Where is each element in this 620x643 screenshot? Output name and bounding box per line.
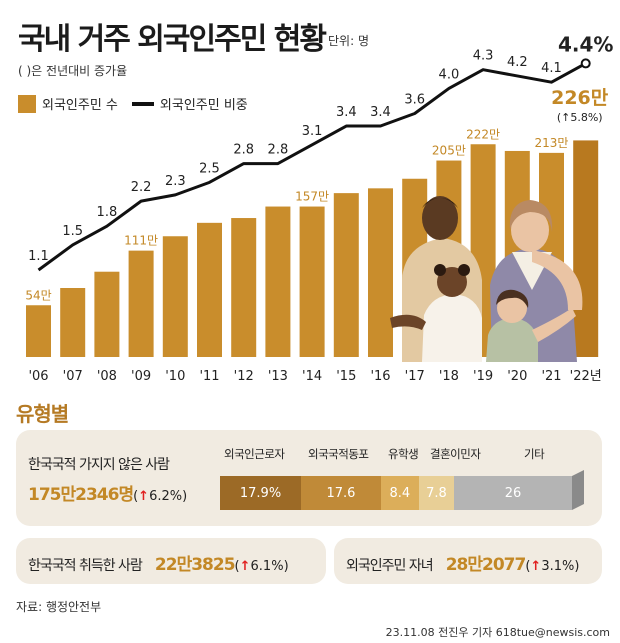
- bar-8: [299, 206, 325, 357]
- x-tick-label: '19: [473, 369, 493, 384]
- line-end-point: [580, 58, 591, 69]
- bar-0: [26, 305, 51, 357]
- bar-7: [265, 206, 291, 357]
- non-citizen-value-row: 175만2346명(↑6.2%): [28, 480, 187, 505]
- non-citizen-label: 한국국적 가지지 않은 사람: [28, 457, 170, 473]
- combo-chart: '06 54만 '07 '08 '09 111만 '10 '11 '12 '13 '14 157만 '1…: [25, 32, 613, 384]
- line-value-label: 4.0: [439, 67, 460, 82]
- line-value-label: 3.1: [302, 124, 323, 139]
- segment-label: 결혼이민자: [430, 447, 481, 461]
- line-value-label: 2.3: [165, 174, 186, 189]
- bar-value-label: 222만: [466, 127, 500, 141]
- last-bar-growth: (↑5.8%): [557, 111, 603, 124]
- bar-value-label: 205만: [432, 144, 466, 158]
- segment-label: 기타: [524, 447, 545, 461]
- credit-note: 23.11.08 전진우 기자 618tue@newsis.com: [385, 626, 610, 639]
- legend-bar-label: 외국인주민 수: [42, 98, 118, 113]
- segment-labels: 외국인근로자 외국국적동포 유학생 결혼이민자 기타: [16, 430, 602, 526]
- segment-1: 17.6: [301, 476, 381, 510]
- x-tick-label: '18: [439, 369, 459, 384]
- x-tick-label: '10: [165, 369, 185, 384]
- non-citizen-change: (↑6.2%): [133, 489, 188, 504]
- legend-line-label: 외국인주민 비중: [159, 98, 248, 113]
- line-value-label: 4.1: [541, 61, 562, 76]
- bar-1: [60, 288, 86, 357]
- x-tick-label: '11: [199, 369, 219, 384]
- x-tick-label: '14: [302, 369, 322, 384]
- x-tick-label: '12: [234, 369, 254, 384]
- line-value-label: 4.2: [507, 55, 528, 70]
- bar-4: [162, 236, 188, 357]
- line-value-label: 2.2: [131, 180, 152, 195]
- bar-value-label: 157만: [295, 190, 329, 204]
- x-tick-label: '17: [405, 369, 425, 384]
- children-change: (↑3.1%): [525, 559, 580, 574]
- bar-value-label: 111만: [124, 234, 158, 248]
- acquired-panel: 한국국적 취득한 사람 22만3825(↑6.1%): [16, 538, 326, 584]
- share-line: [37, 62, 587, 272]
- bar-value-label: 54만: [25, 288, 51, 302]
- children-label: 외국인주민 자녀: [346, 558, 434, 574]
- non-citizen-panel: 한국국적 가지지 않은 사람 175만2346명(↑6.2%) 외국인근로자 외국…: [16, 430, 602, 526]
- children-value: 28만2077: [445, 555, 527, 575]
- line-value-label: 3.6: [404, 93, 425, 108]
- x-tick-label: '09: [131, 369, 151, 384]
- x-tick-label: '15: [336, 369, 356, 384]
- source-note: 자료: 행정안전부: [16, 600, 102, 614]
- line-value-label: 2.8: [268, 143, 289, 158]
- acquired-value: 22만3825: [154, 555, 236, 575]
- acquired-label: 한국국적 취득한 사람: [28, 558, 143, 574]
- bar-16: [573, 140, 599, 357]
- segment-4: 26: [454, 476, 572, 510]
- non-citizen-value: 175만2346명: [28, 485, 134, 505]
- line-value-label: 1.5: [62, 224, 83, 239]
- segment-label: 외국인근로자: [224, 447, 285, 461]
- last-bar-value-label: 226만: [551, 87, 609, 109]
- segment-bar-side: [572, 470, 584, 510]
- x-tick-label: '22년: [570, 369, 602, 384]
- line-value-label: 3.4: [370, 105, 391, 120]
- line-value-label: 4.3: [473, 49, 494, 64]
- line-value-label: 2.5: [199, 161, 220, 176]
- line-value-label: 1.8: [97, 205, 118, 220]
- family-illustration-icon: [390, 196, 583, 362]
- line-value-label: 1.1: [28, 249, 49, 264]
- legend-bar-swatch: [18, 94, 36, 113]
- line-value-label: 2.8: [233, 143, 254, 158]
- segment-2: 8.4: [380, 476, 419, 510]
- acquired-row: 한국국적 취득한 사람 22만3825(↑6.1%): [28, 550, 289, 575]
- x-tick-label: '08: [97, 369, 117, 384]
- bar-5: [197, 222, 222, 357]
- segment-0: 17.9%: [220, 476, 302, 510]
- segment-bar: 17.9% 17.6 8.4 7.8 26: [220, 476, 572, 510]
- x-tick-label: '13: [268, 369, 288, 384]
- bar-3: [128, 250, 154, 357]
- x-tick-label: '07: [63, 369, 83, 384]
- bar-value-label: 213만: [535, 136, 569, 150]
- acquired-change: (↑6.1%): [234, 559, 289, 574]
- bar-2: [94, 271, 120, 357]
- x-tick-label: '21: [541, 369, 561, 384]
- subtitle: ( )은 전년대비 증가율: [18, 64, 128, 78]
- bar-9: [333, 193, 359, 357]
- bar-10: [368, 188, 393, 357]
- segment-label: 외국국적동포: [308, 447, 369, 461]
- x-tick-label: '20: [507, 369, 527, 384]
- unit-label: 단위: 명: [328, 34, 369, 48]
- legend: 외국인주민 수 외국인주민 비중: [18, 94, 248, 113]
- line-value-label: 4.4%: [558, 32, 613, 56]
- children-row: 외국인주민 자녀 28만2077(↑3.1%): [346, 550, 579, 575]
- children-panel: 외국인주민 자녀 28만2077(↑3.1%): [334, 538, 602, 584]
- line-value-label: 3.4: [336, 105, 357, 120]
- section-heading-type: 유형별: [16, 402, 69, 426]
- page-title: 국내 거주 외국인주민 현황: [18, 22, 327, 57]
- x-tick-label: '16: [370, 369, 390, 384]
- segment-3: 7.8: [418, 476, 455, 510]
- x-tick-label: '06: [28, 369, 48, 384]
- legend-line-swatch: [131, 101, 154, 106]
- segment-label: 유학생: [388, 447, 419, 461]
- bar-6: [231, 218, 257, 357]
